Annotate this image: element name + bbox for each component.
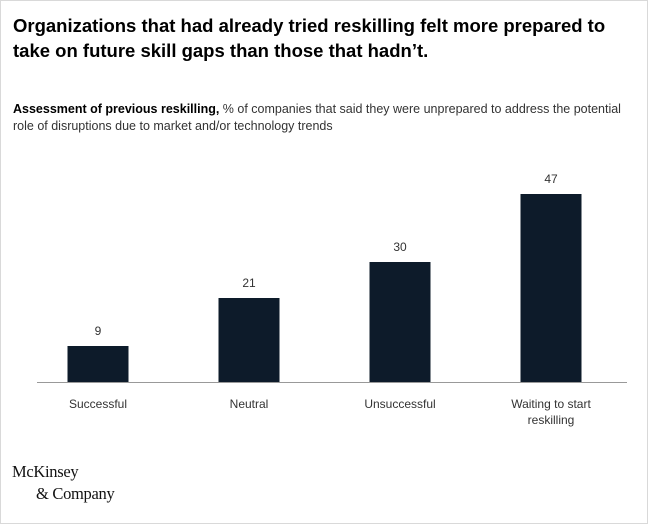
category-label: Neutral	[230, 397, 269, 411]
bar	[520, 194, 582, 382]
category-label: Unsuccessful	[364, 397, 435, 411]
mckinsey-logo: McKinsey & Company	[12, 461, 115, 505]
bar	[67, 346, 129, 382]
category-label-line: Waiting to start	[511, 397, 591, 411]
data-label: 9	[95, 324, 102, 338]
chart-headline: Organizations that had already tried res…	[13, 15, 606, 61]
category-label-line: reskilling	[528, 413, 575, 427]
category-label-line: Unsuccessful	[364, 397, 435, 411]
data-label: 21	[242, 276, 256, 290]
category-label-line: Successful	[69, 397, 127, 411]
data-label: 30	[393, 240, 407, 254]
logo-line-1: McKinsey	[12, 462, 79, 481]
category-label: Successful	[69, 397, 127, 411]
logo-line-2: & Company	[36, 484, 115, 503]
category-label-line: Neutral	[230, 397, 269, 411]
bar	[369, 262, 431, 382]
chart-subtitle: Assessment of previous reskilling, % of …	[13, 101, 628, 135]
bar-chart: 9 Successful 21 Neutral 30 Unsuccessful 47 Wait…	[37, 172, 627, 427]
subtitle-lead: Assessment of previous reskilling,	[13, 102, 220, 116]
subtitle-text: % of companies that said they were unpre…	[13, 102, 621, 133]
bar	[218, 298, 280, 382]
data-label: 47	[544, 172, 558, 186]
category-label: Waiting to start reskilling	[511, 397, 591, 427]
